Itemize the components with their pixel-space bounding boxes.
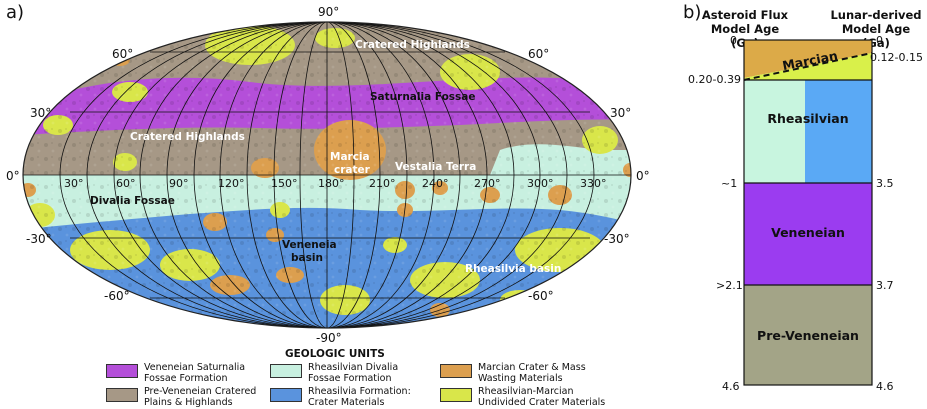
lat-90-label: 90° [318, 5, 339, 19]
lat-60-right-label: 60° [528, 47, 549, 61]
lat-neg60-right-label: -60° [528, 289, 554, 303]
legend-swatch [440, 364, 472, 378]
legend-swatch [270, 364, 302, 378]
legend-item-saturnalia: Veneneian Saturnalia Fossae Formation [106, 362, 294, 384]
label-vestalia-terra: Vestalia Terra [395, 161, 476, 173]
unit-label-veneneian: Veneneian [771, 225, 845, 240]
left-age-020-039: 0.20-0.39 [688, 73, 741, 86]
lat-neg60-left-label: -60° [104, 289, 130, 303]
unit-label-pre-veneneian: Pre-Veneneian [757, 328, 859, 343]
lon-label: 60° [116, 177, 136, 190]
latitude-labels: 90° 60° 60° 30° 30° 0° 0° -30° -30° -60°… [6, 5, 650, 345]
legend-swatch [106, 364, 138, 378]
right-age-3-7: 3.7 [876, 279, 894, 292]
lat-0-right-label: 0° [636, 169, 650, 183]
legend-text: Undivided Crater Materials [478, 397, 606, 408]
lon-label: 300° [527, 177, 554, 190]
legend-item-undivided: Rheasilvian-Marcian Undivided Crater Mate… [440, 386, 628, 408]
right-age-4-6: 4.6 [876, 380, 894, 393]
label-rheasilvia-basin: Rheasilvia basin [465, 263, 561, 275]
legend-swatch [440, 388, 472, 402]
unit-box-marcian [744, 40, 872, 78]
label-marcia-line2: crater [334, 164, 371, 176]
right-age-012-015: 0.12-0.15 [870, 51, 923, 64]
unit-box-rheasilvian-left [744, 80, 805, 183]
legend-text: Wasting Materials [478, 373, 563, 384]
panel-b-label: b) [683, 2, 702, 23]
label-cratered-highlands-north: Cratered Highlands [355, 39, 470, 51]
legend-text: Rheasilvian Divalia [308, 362, 399, 373]
legend-swatch [270, 388, 302, 402]
legend-text: Pre-Veneneian Cratered [144, 386, 257, 397]
label-marcia-line1: Marcia [330, 151, 370, 163]
legend-item-pre-veneneian: Pre-Veneneian Cratered Plains & Highlands [106, 386, 294, 408]
lon-label: 30° [64, 177, 84, 190]
legend-text: Fossae Formation [308, 373, 392, 384]
marcian-boundary-dashed [743, 52, 873, 81]
label-saturnalia-fossae: Saturnalia Fossae [370, 91, 476, 103]
left-age-0: 0 [730, 34, 737, 47]
unit-box-rheasilvian-right [805, 80, 872, 183]
label-cratered-highlands-west: Cratered Highlands [130, 131, 245, 143]
right-header-line1: Lunar-derived [830, 8, 922, 22]
legend-title: GEOLOGIC UNITS [285, 348, 385, 360]
lat-30-right-label: 30° [610, 106, 631, 120]
lon-label: 210° [369, 177, 396, 190]
legend-text: Marcian Crater & Mass [478, 362, 586, 373]
legend-item-rheasilvia: Rheasilvia Formation: Crater Materials [270, 386, 458, 408]
right-age-3-5: 3.5 [876, 177, 894, 190]
legend-text: Veneneian Saturnalia [144, 362, 246, 373]
legend-swatch [106, 388, 138, 402]
legend-item-marcian: Marcian Crater & Mass Wasting Materials [440, 362, 628, 384]
lat-neg30-left-label: -30° [26, 232, 52, 246]
lat-60-left-label: 60° [112, 47, 133, 61]
legend-item-divalia: Rheasilvian Divalia Fossae Formation [270, 362, 458, 384]
legend-text: Crater Materials [308, 397, 385, 408]
feature-labels: Cratered Highlands Saturnalia Fossae Cra… [90, 39, 561, 275]
unit-label-rheasilvian: Rheasilvian [767, 111, 849, 126]
left-age-4-6: 4.6 [722, 380, 740, 393]
left-header-line1: Asteroid Flux [701, 8, 789, 22]
graticule [23, 22, 631, 328]
lon-label: 240° [422, 177, 449, 190]
lat-0-left-label: 0° [6, 169, 20, 183]
unit-box-pre-veneneian [744, 285, 872, 385]
legend-text: Rheasilvian-Marcian [478, 386, 574, 397]
label-veneneia-line1: Veneneia [282, 239, 337, 251]
label-veneneia-line2: basin [291, 252, 323, 264]
label-divalia-fossae: Divalia Fossae [90, 195, 175, 207]
lon-label: 270° [474, 177, 501, 190]
lon-label: 90° [169, 177, 189, 190]
column-outline [743, 39, 873, 386]
panel-a-label: a) [6, 2, 25, 23]
lon-label: 120° [218, 177, 245, 190]
lat-30-left-label: 30° [30, 106, 51, 120]
longitude-labels: 30° 60° 90° 120° 150° 180° 210° 240° 270… [64, 177, 607, 190]
lon-label: 150° [271, 177, 298, 190]
right-age-0: 0 [876, 34, 883, 47]
legend-text: Plains & Highlands [144, 397, 233, 408]
lon-label: 330° [580, 177, 607, 190]
left-age-1: ~1 [721, 177, 738, 190]
lat-neg30-right-label: -30° [604, 232, 630, 246]
left-age-2-1: >2.1 [716, 279, 743, 292]
lon-label: 180° [318, 177, 345, 190]
legend-text: Fossae Formation [144, 373, 228, 384]
legend-text: Rheasilvia Formation: [308, 386, 411, 397]
lat-neg90-label: -90° [316, 331, 342, 345]
map-outline [22, 21, 632, 329]
unit-box-veneneian [744, 183, 872, 285]
